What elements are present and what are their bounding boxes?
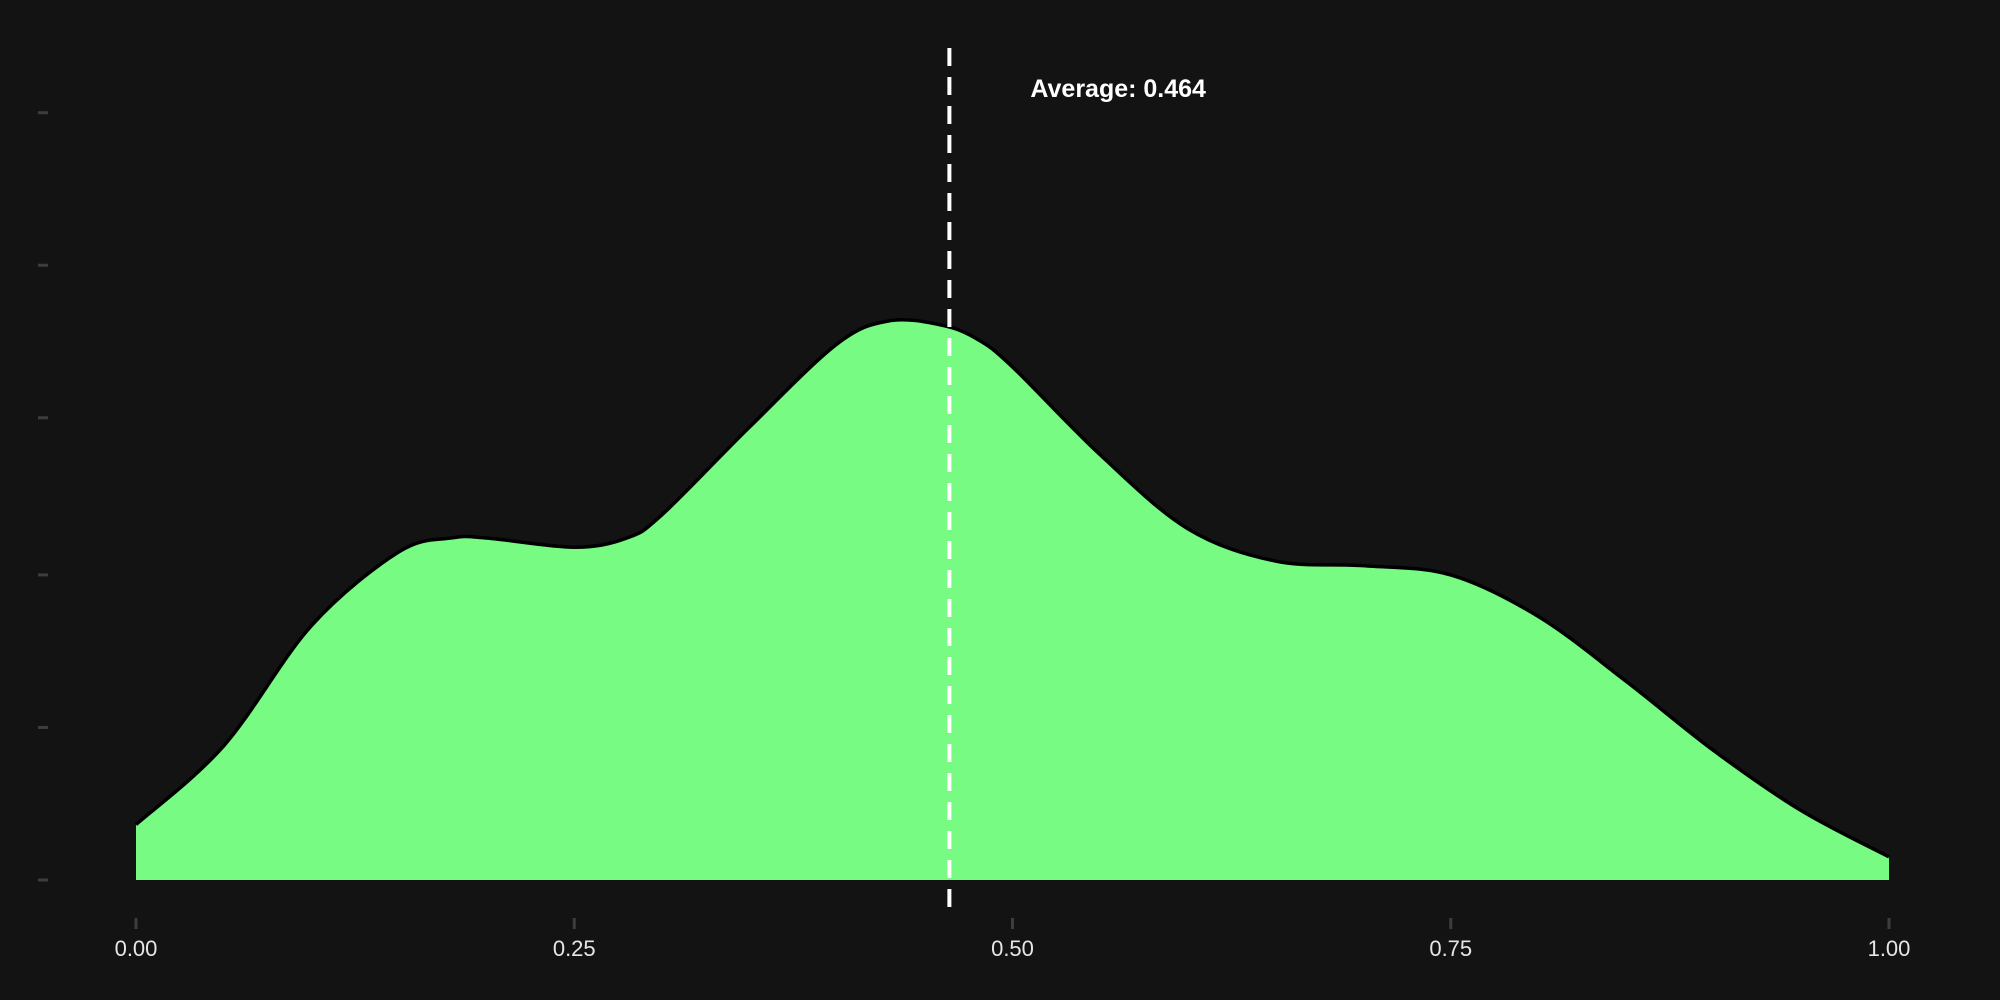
x-tick-label-3: 0.75 [1429, 936, 1472, 961]
x-tick-label-4: 1.00 [1868, 936, 1911, 961]
density-layer [134, 317, 1890, 880]
average-label: Average: 0.464 [1030, 75, 1206, 103]
x-tick-label-1: 0.25 [553, 936, 596, 961]
x-tick-label-2: 0.50 [991, 936, 1034, 961]
y-axis-ticks [38, 111, 48, 882]
x-tick-label-0: 0.00 [115, 936, 158, 961]
annotation-layer: Average: 0.464 [947, 48, 1206, 918]
x-axis-ticks: 0.00 0.25 0.50 0.75 1.00 [115, 918, 1911, 961]
density-outline [134, 317, 1890, 859]
density-area [136, 319, 1889, 880]
